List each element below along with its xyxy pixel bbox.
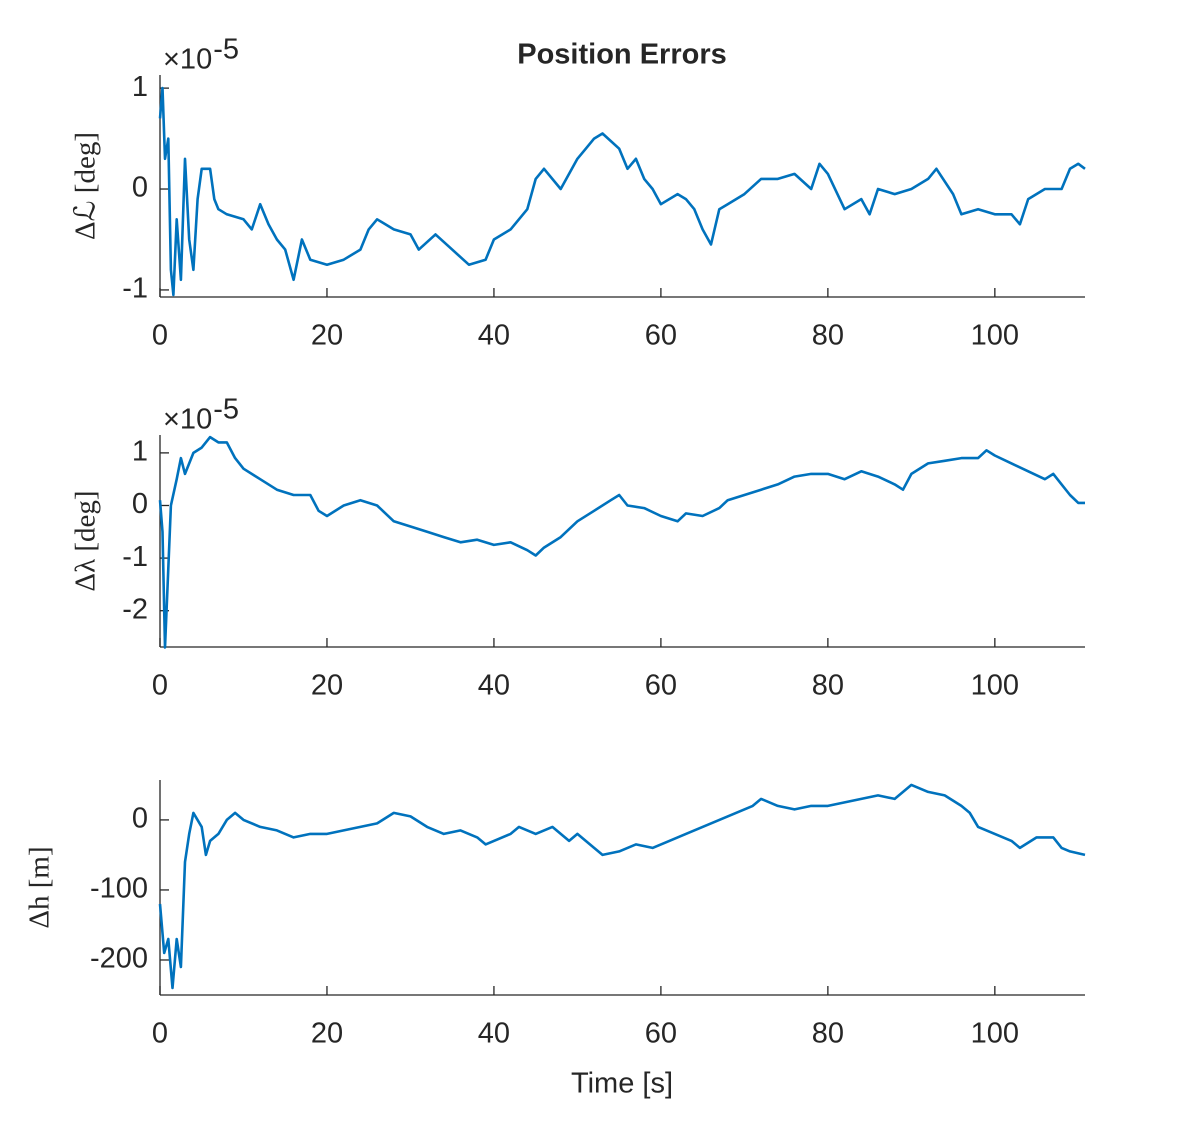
x-tick-label: 60 <box>645 1018 677 1050</box>
y-axis-label: Δλ [deg] <box>70 490 102 591</box>
y-tick-label: 0 <box>132 172 148 204</box>
y-tick-label: 1 <box>132 71 148 103</box>
x-tick-label: 100 <box>971 320 1019 352</box>
x-axis-label: Time [s] <box>571 1068 673 1100</box>
y-tick-label: -2 <box>122 593 148 625</box>
x-tick-label: 60 <box>645 320 677 352</box>
y-tick-label: 1 <box>132 436 148 468</box>
y-tick-label: 0 <box>132 488 148 520</box>
x-tick-label: 20 <box>311 670 343 702</box>
y-tick-label: -1 <box>122 273 148 305</box>
x-tick-label: 60 <box>645 670 677 702</box>
x-tick-label: 80 <box>812 320 844 352</box>
axis-multiplier-exponent: -5 <box>213 34 239 66</box>
x-tick-label: 40 <box>478 670 510 702</box>
y-tick-label: -1 <box>122 541 148 573</box>
x-tick-label: 100 <box>971 670 1019 702</box>
x-tick-label: 100 <box>971 1018 1019 1050</box>
x-tick-label: 0 <box>152 320 168 352</box>
x-tick-label: 0 <box>152 670 168 702</box>
y-axis-label: Δh [m] <box>24 846 56 928</box>
axis-multiplier: ×10 <box>163 44 212 76</box>
axis-multiplier-exponent: -5 <box>213 394 239 426</box>
y-axis-label: Δℒ [deg] <box>70 132 102 240</box>
x-tick-label: 80 <box>812 670 844 702</box>
data-line <box>158 783 1086 990</box>
y-tick-label: -200 <box>90 943 148 975</box>
x-tick-label: 0 <box>152 1018 168 1050</box>
x-tick-label: 80 <box>812 1018 844 1050</box>
x-tick-label: 20 <box>311 1018 343 1050</box>
chart-title: Position Errors <box>517 39 727 71</box>
data-line <box>158 435 1085 649</box>
x-tick-label: 40 <box>478 1018 510 1050</box>
data-line <box>158 86 1086 297</box>
y-tick-label: 0 <box>132 803 148 835</box>
y-tick-label: -100 <box>90 873 148 905</box>
x-tick-label: 40 <box>478 320 510 352</box>
axis-multiplier: ×10 <box>163 404 212 436</box>
x-tick-label: 20 <box>311 320 343 352</box>
